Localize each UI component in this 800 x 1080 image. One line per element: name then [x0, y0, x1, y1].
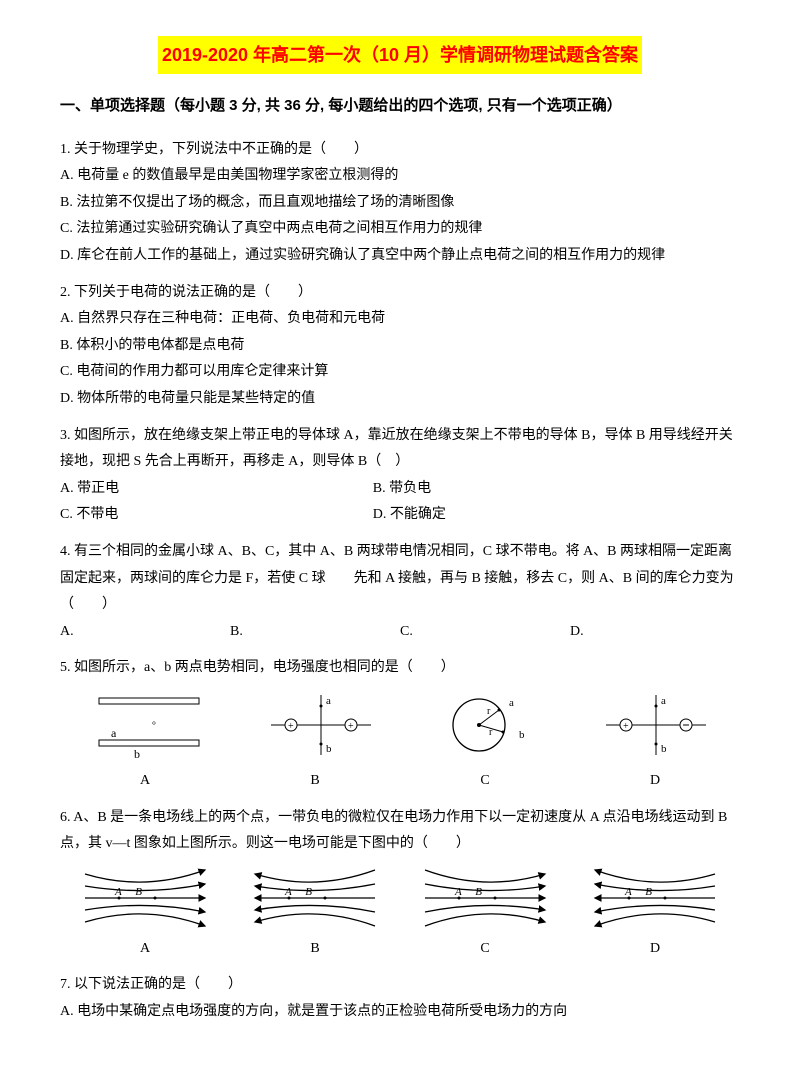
- q4-stem: 4. 有三个相同的金属小球 A、B、C，其中 A、B 两球带电情况相同，C 球不…: [60, 539, 740, 619]
- q2-opt-a: A. 自然界只存在三种电荷：正电荷、负电荷和元电荷: [60, 306, 740, 333]
- svg-text:a: a: [111, 726, 117, 740]
- svg-text:A B: A B: [624, 886, 652, 898]
- question-3: 3. 如图所示，放在绝缘支架上带正电的导体球 A，靠近放在绝缘支架上不带电的导体…: [60, 423, 740, 529]
- q6-stem: 6. A、B 是一条电场线上的两个点，一带负电的微粒仅在电场力作用下以一定初速度…: [60, 805, 740, 858]
- q2-opt-b: B. 体积小的带电体都是点电荷: [60, 333, 740, 360]
- q6-labels: A B C D: [60, 936, 740, 963]
- q7-stem: 7. 以下说法正确的是（ ）: [60, 972, 740, 999]
- q7-opt-a: A. 电场中某确定点电场强度的方向，就是置于该点的正检验电荷所受电场力的方向: [60, 999, 740, 1026]
- svg-text:A B: A B: [114, 886, 142, 898]
- q1-opt-b: B. 法拉第不仅提出了场的概念，而且直观地描绘了场的清晰图像: [60, 190, 740, 217]
- q6-label-d: D: [570, 936, 740, 963]
- question-1: 1. 关于物理学史，下列说法中不正确的是（ ） A. 电荷量 e 的数值最早是由…: [60, 137, 740, 270]
- question-5: 5. 如图所示，a、b 两点电势相同，电场强度也相同的是（ ） 。 a b + …: [60, 655, 740, 794]
- q1-stem: 1. 关于物理学史，下列说法中不正确的是（ ）: [60, 137, 740, 164]
- q4-opt-a: A.: [60, 619, 230, 646]
- q3-opt-d: D. 不能确定: [373, 502, 686, 529]
- q4-opt-c: C.: [400, 619, 570, 646]
- q4-opt-b: B.: [230, 619, 400, 646]
- q3-stem: 3. 如图所示，放在绝缘支架上带正电的导体球 A，靠近放在绝缘支架上不带电的导体…: [60, 423, 740, 476]
- diagram-5b-icon: + + a b: [261, 690, 381, 760]
- question-7: 7. 以下说法正确的是（ ） A. 电场中某确定点电场强度的方向，就是置于该点的…: [60, 972, 740, 1025]
- q6-label-b: B: [230, 936, 400, 963]
- svg-text:b: b: [326, 743, 332, 755]
- diagram-6a-icon: A B: [75, 866, 215, 928]
- svg-text:a: a: [661, 695, 666, 707]
- q5-label-b: B: [230, 768, 400, 795]
- svg-text:A B: A B: [454, 886, 482, 898]
- diagram-5c-icon: r r a b: [429, 690, 549, 760]
- q3-opts-row2: C. 不带电 D. 不能确定: [60, 502, 740, 529]
- diagram-5a-icon: 。 a b: [84, 690, 214, 760]
- section-1-title: 一、单项选择题（每小题 3 分, 共 36 分, 每小题给出的四个选项, 只有一…: [60, 92, 740, 121]
- question-4: 4. 有三个相同的金属小球 A、B、C，其中 A、B 两球带电情况相同，C 球不…: [60, 539, 740, 645]
- diagram-5d-icon: + a b: [596, 690, 716, 760]
- svg-text:a: a: [509, 697, 514, 709]
- q5-label-c: C: [400, 768, 570, 795]
- svg-text:b: b: [134, 747, 140, 760]
- svg-text:A B: A B: [284, 886, 312, 898]
- q2-opt-d: D. 物体所带的电荷量只能是某些特定的值: [60, 386, 740, 413]
- q2-opt-c: C. 电荷间的作用力都可以用库仑定律来计算: [60, 359, 740, 386]
- q6-diagrams: A B A B A B: [60, 866, 740, 928]
- q5-labels: A B C D: [60, 768, 740, 795]
- q5-label-a: A: [60, 768, 230, 795]
- exam-title: 2019-2020 年高二第一次（10 月）学情调研物理试题含答案: [158, 36, 642, 74]
- svg-text:+: +: [623, 721, 629, 732]
- q3-opt-c: C. 不带电: [60, 502, 373, 529]
- q3-opt-b: B. 带负电: [373, 476, 686, 503]
- svg-text:+: +: [288, 721, 294, 732]
- q1-opt-d: D. 库仑在前人工作的基础上，通过实验研究确认了真空中两个静止点电荷之间的相互作…: [60, 243, 740, 270]
- diagram-6c-icon: A B: [415, 866, 555, 928]
- q5-stem: 5. 如图所示，a、b 两点电势相同，电场强度也相同的是（ ）: [60, 655, 740, 682]
- svg-text:b: b: [519, 729, 525, 741]
- q5-label-d: D: [570, 768, 740, 795]
- diagram-6b-icon: A B: [245, 866, 385, 928]
- question-2: 2. 下列关于电荷的说法正确的是（ ） A. 自然界只存在三种电荷：正电荷、负电…: [60, 280, 740, 413]
- q6-label-a: A: [60, 936, 230, 963]
- q5-diagrams: 。 a b + + a b r r a b: [60, 690, 740, 760]
- svg-text:b: b: [661, 743, 667, 755]
- svg-text:。: 。: [152, 716, 162, 727]
- question-6: 6. A、B 是一条电场线上的两个点，一带负电的微粒仅在电场力作用下以一定初速度…: [60, 805, 740, 963]
- q3-opt-a: A. 带正电: [60, 476, 373, 503]
- svg-text:r: r: [487, 706, 491, 717]
- svg-text:+: +: [348, 721, 354, 732]
- q6-label-c: C: [400, 936, 570, 963]
- q1-opt-a: A. 电荷量 e 的数值最早是由美国物理学家密立根测得的: [60, 163, 740, 190]
- q3-opts-row1: A. 带正电 B. 带负电: [60, 476, 740, 503]
- q4-opt-d: D.: [570, 619, 740, 646]
- svg-text:a: a: [326, 695, 331, 707]
- title-wrap: 2019-2020 年高二第一次（10 月）学情调研物理试题含答案: [60, 36, 740, 74]
- q1-opt-c: C. 法拉第通过实验研究确认了真空中两点电荷之间相互作用力的规律: [60, 216, 740, 243]
- q2-stem: 2. 下列关于电荷的说法正确的是（ ）: [60, 280, 740, 307]
- diagram-6d-icon: A B: [585, 866, 725, 928]
- q4-opts: A. B. C. D.: [60, 619, 740, 646]
